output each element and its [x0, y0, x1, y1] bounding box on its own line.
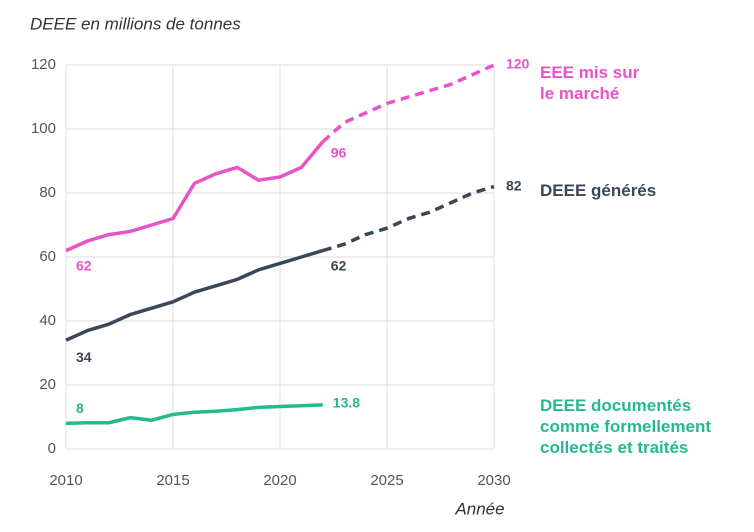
value-label: 13.8: [333, 395, 360, 411]
series-line: [65, 403, 323, 426]
value-label: 96: [331, 145, 347, 161]
x-tick-label: 2025: [370, 472, 403, 489]
value-label: 62: [76, 257, 92, 273]
value-label: 120: [506, 56, 530, 72]
y-tick-label: 80: [39, 184, 56, 201]
legend-entry: DEEE documentés comme formellement colle…: [540, 396, 711, 457]
y-tick-label: 120: [31, 56, 56, 73]
chart-title: DEEE en millions de tonnes: [30, 14, 241, 33]
x-tick-label: 2030: [477, 472, 510, 489]
y-tick-label: 20: [39, 376, 56, 393]
projection-line: [322, 184, 495, 253]
x-tick-label: 2015: [156, 472, 189, 489]
series-line: [65, 248, 324, 342]
y-tick-label: 0: [48, 440, 56, 457]
y-tick-label: 100: [31, 120, 56, 137]
x-tick-label: 2020: [263, 472, 296, 489]
y-tick-label: 60: [39, 248, 56, 265]
projection-line: [321, 63, 495, 144]
x-tick-label: 2010: [49, 472, 82, 489]
x-axis-label: Année: [454, 499, 504, 518]
legend-entry: DEEE générés: [540, 181, 657, 200]
value-label: 34: [76, 349, 92, 365]
value-label: 82: [506, 177, 522, 193]
legend-entry: EEE mis sur le marché: [540, 63, 640, 103]
value-label: 62: [331, 257, 347, 273]
series-line: [65, 140, 325, 253]
y-tick-label: 40: [39, 312, 56, 329]
value-label: 8: [76, 400, 84, 416]
